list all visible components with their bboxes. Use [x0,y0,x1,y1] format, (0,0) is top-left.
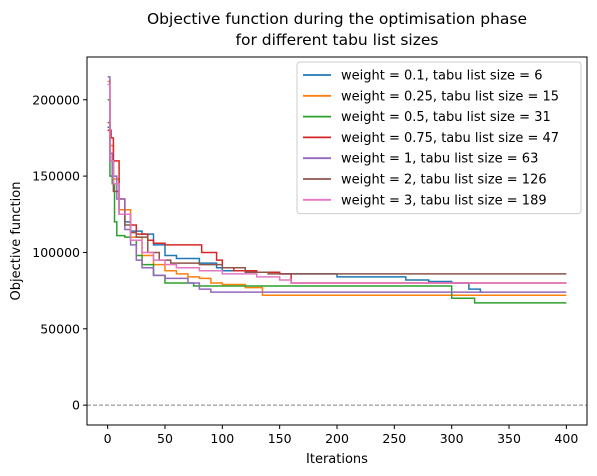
plot-area [87,76,587,406]
x-tick-label: 350 [497,431,521,446]
legend-label-5: weight = 1, tabu list size = 63 [341,152,538,167]
legend-label-6: weight = 2, tabu list size = 126 [341,173,547,188]
chart-title-line1: Objective function during the optimisati… [147,10,527,28]
legend-label-7: weight = 3, tabu list size = 189 [341,193,547,208]
x-tick-label: 150 [268,431,292,446]
y-tick-label: 50000 [40,321,80,336]
x-tick-label: 200 [325,431,349,446]
x-axis: 0 50 100 150 200 250 300 350 400 [104,425,578,446]
x-tick-label: 300 [440,431,464,446]
x-tick-label: 50 [157,431,173,446]
x-tick-label: 400 [554,431,578,446]
legend-frame [296,61,582,215]
x-axis-label: Iterations [306,452,368,467]
y-axis-label: Objective function [9,182,24,301]
y-tick-label: 0 [72,398,80,413]
legend-label-3: weight = 0.5, tabu list size = 31 [341,110,551,125]
x-tick-label: 0 [104,431,112,446]
chart-title-line2: for different tabu list sizes [236,31,439,49]
legend-label-1: weight = 0.1, tabu list size = 6 [341,69,542,84]
legend: weight = 0.1, tabu list size = 6 weight =… [296,61,582,215]
x-tick-label: 100 [210,431,234,446]
series-line-5 [107,76,567,293]
y-tick-label: 100000 [32,245,80,260]
legend-label-2: weight = 0.25, tabu list size = 15 [341,89,559,104]
legend-label-4: weight = 0.75, tabu list size = 47 [341,131,559,146]
y-tick-label: 200000 [32,92,80,107]
series-line-7 [107,83,567,284]
x-tick-label: 250 [382,431,406,446]
y-axis: 0 50000 100000 150000 200000 [32,92,87,413]
y-tick-label: 150000 [32,169,80,184]
